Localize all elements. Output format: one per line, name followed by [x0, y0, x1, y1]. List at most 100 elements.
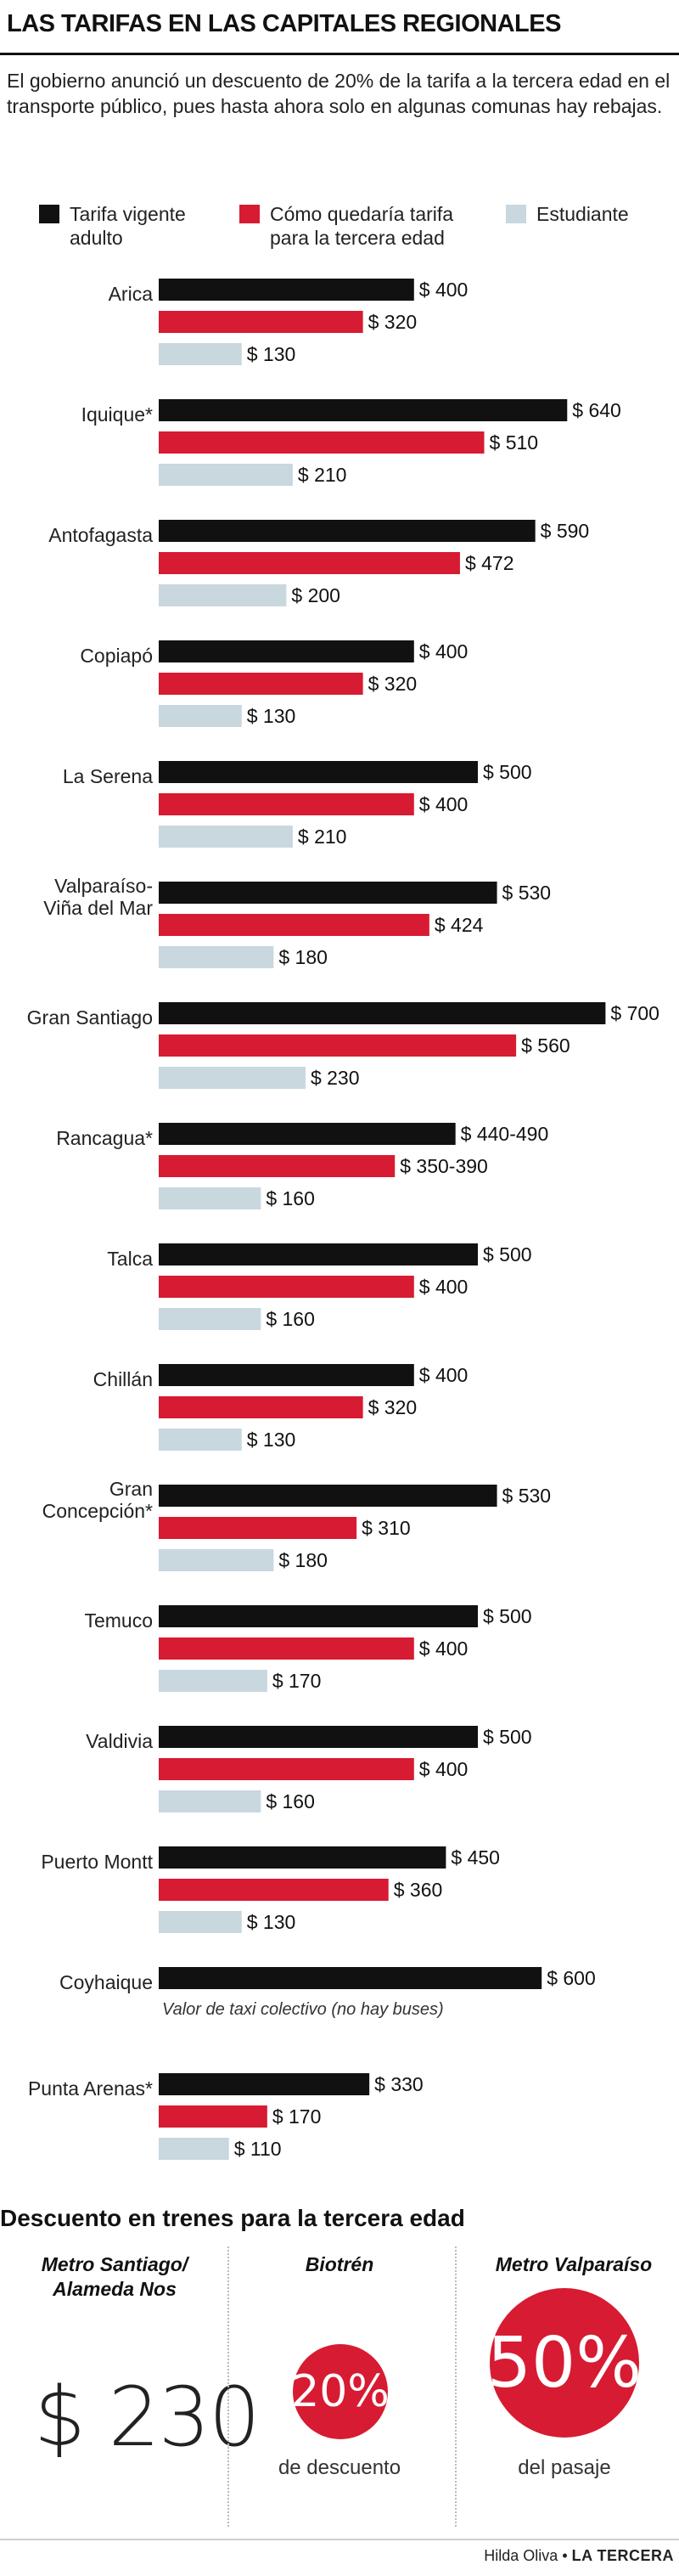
bar	[159, 1637, 414, 1660]
bar	[159, 464, 293, 486]
bar-value-label: $ 560	[521, 1034, 570, 1057]
city-label: Punta Arenas*	[28, 2077, 153, 2100]
bar-value-label: $ 130	[247, 1429, 296, 1451]
footer-divider	[0, 2539, 679, 2540]
intro-text: El gobierno anunció un descuento de 20% …	[7, 70, 671, 117]
bar	[159, 793, 414, 815]
city-label: Gran Santiago	[27, 1006, 153, 1029]
bar-value-label: $ 440-490	[461, 1123, 549, 1145]
bar-value-label: $ 530	[502, 882, 552, 904]
credit-separator: •	[562, 2547, 568, 2564]
bar	[159, 1967, 542, 1989]
bar-value-label: $ 200	[291, 584, 340, 606]
bar-value-label: $ 500	[483, 1605, 532, 1627]
city-label: Concepción*	[42, 1500, 153, 1522]
bar-value-label: $ 320	[368, 311, 418, 333]
city-label: Puerto Montt	[41, 1851, 153, 1873]
bar-value-label: $ 160	[266, 1308, 315, 1330]
bar-value-label: $ 230	[311, 1067, 360, 1089]
bar-value-label: $ 130	[247, 1911, 296, 1933]
bar	[159, 673, 363, 695]
bar	[159, 1276, 414, 1298]
city-label: Temuco	[84, 1609, 153, 1632]
bar	[159, 914, 429, 936]
legend-senior: Cómo quedaría tarifa para la tercera eda…	[239, 202, 453, 250]
bar-value-label: $ 590	[541, 520, 590, 542]
credit-outlet: LA TERCERA	[571, 2547, 674, 2564]
bar-value-label: $ 180	[278, 1549, 328, 1571]
bar	[159, 1034, 517, 1057]
page-title: LAS TARIFAS EN LAS CAPITALES REGIONALES	[7, 10, 561, 37]
city-label: La Serena	[63, 765, 153, 787]
bar	[159, 1155, 396, 1177]
bar	[159, 1605, 478, 1627]
legend-student-label: Estudiante	[536, 203, 629, 225]
legend-senior-swatch	[239, 205, 260, 223]
bar-value-label: $ 130	[247, 343, 296, 365]
bar-value-label: $ 170	[272, 2105, 322, 2128]
bar-value-label: $ 400	[419, 793, 469, 815]
bar	[159, 1517, 357, 1539]
biotren-discount-circle: 20%	[291, 2344, 390, 2439]
bar-value-label: $ 110	[234, 2138, 282, 2160]
metro-valparaiso-discount-value: 50%	[486, 2322, 643, 2404]
bar	[159, 1243, 478, 1265]
bar	[159, 1670, 267, 1692]
bar	[159, 1879, 389, 1901]
bar-value-label: $ 510	[490, 431, 539, 454]
legend-adult-swatch	[39, 205, 59, 223]
bar-value-label: $ 400	[419, 640, 469, 662]
biotren-caption: de descuento	[278, 2456, 401, 2479]
metro-valparaiso-caption: del pasaje	[518, 2456, 611, 2479]
bar-value-label: $ 180	[278, 946, 328, 968]
bar	[159, 431, 485, 454]
city-label: Valparaíso-	[54, 875, 153, 897]
bar-value-label: $ 400	[419, 1364, 469, 1386]
legend-student: Estudiante	[506, 202, 629, 226]
bar	[159, 1123, 456, 1145]
bar	[159, 826, 293, 848]
metro-santiago-title: Metro Santiago/ Alameda Nos	[41, 2253, 188, 2300]
metro-santiago-value: $ 230	[34, 2370, 261, 2465]
city-label: Valdivia	[86, 1730, 153, 1752]
bar	[159, 552, 460, 574]
bar-value-label: $ 400	[419, 1758, 469, 1780]
bar-value-label: $ 450	[451, 1846, 500, 1869]
city-label: Gran	[109, 1478, 153, 1500]
bar-value-label: $ 310	[362, 1517, 411, 1539]
bar-value-label: $ 320	[368, 673, 418, 695]
trains-section-title: Descuento en trenes para la tercera edad	[0, 2205, 465, 2231]
city-label: Copiapó	[80, 645, 153, 667]
bar-value-label: $ 500	[483, 1726, 532, 1748]
bar	[159, 1067, 306, 1089]
bar-value-label: $ 210	[298, 826, 347, 848]
bar	[159, 2105, 267, 2128]
bar	[159, 1002, 606, 1024]
bar	[159, 343, 242, 365]
city-label: Chillán	[93, 1368, 153, 1390]
legend-adult-label: Tarifa vigente adulto	[70, 203, 186, 249]
bar-value-label: $ 500	[483, 1243, 532, 1265]
bar	[159, 1790, 261, 1812]
metro-valparaiso-discount-circle: 50%	[486, 2288, 643, 2438]
credit-line: Hilda Oliva • LA TERCERA	[484, 2547, 674, 2565]
bar-value-label: $ 210	[298, 464, 347, 486]
bar	[159, 1758, 414, 1780]
bar-value-label: $ 600	[547, 1967, 596, 1989]
bar-value-label: $ 640	[572, 399, 621, 421]
column-divider	[227, 2246, 229, 2527]
bar-value-label: $ 320	[368, 1396, 418, 1418]
bar-value-label: $ 400	[419, 279, 469, 301]
biotren-title: Biotrén	[305, 2253, 374, 2275]
bar-value-label: $ 170	[272, 1670, 322, 1692]
bar	[159, 399, 568, 421]
bar	[159, 311, 363, 333]
bar-value-label: $ 350-390	[400, 1155, 488, 1177]
bar-value-label: $ 400	[419, 1276, 469, 1298]
city-label: Coyhaique	[59, 1971, 153, 1993]
bar	[159, 1396, 363, 1418]
bar	[159, 1364, 414, 1386]
biotren-discount-value: 20%	[291, 2366, 390, 2417]
credit-author: Hilda Oliva	[484, 2547, 558, 2564]
city-label: Iquique*	[81, 403, 153, 426]
